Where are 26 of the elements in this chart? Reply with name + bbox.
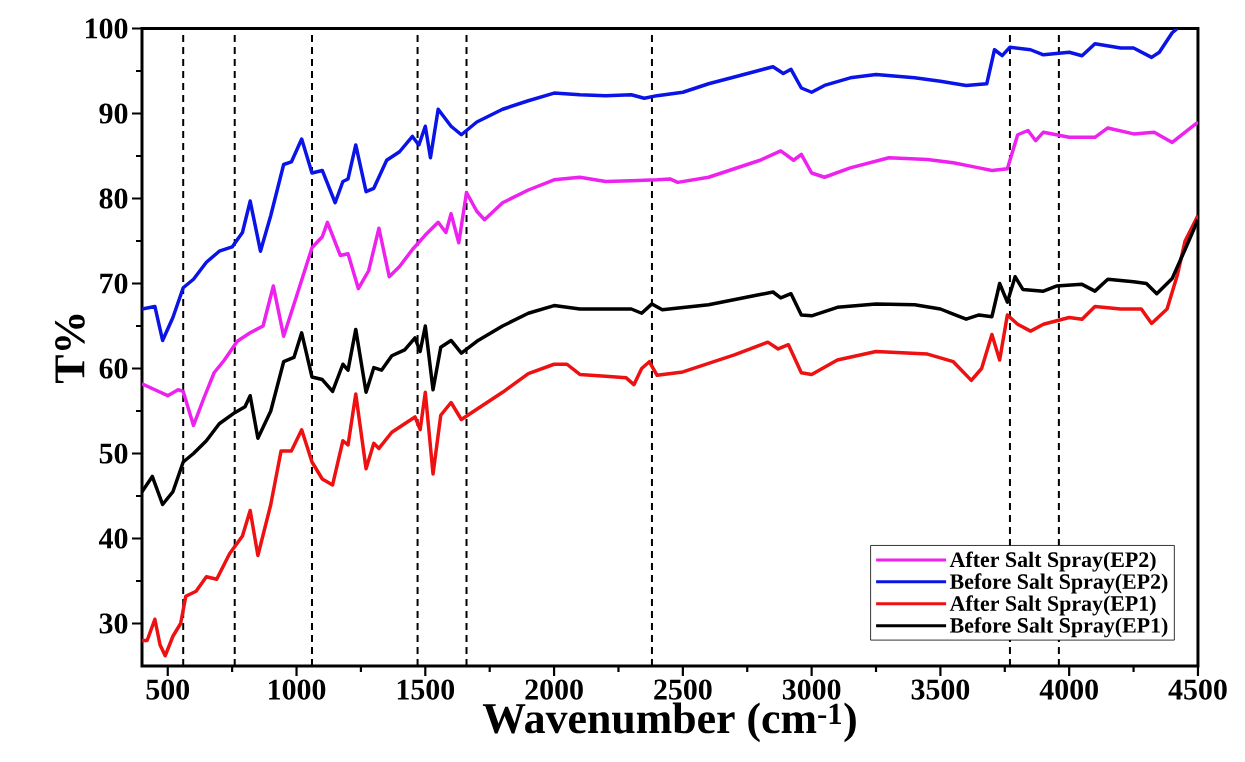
- x-tick-label: 500: [146, 679, 190, 700]
- y-tick-label: 100: [86, 18, 128, 39]
- legend-label: Before Salt Spray(EP1): [949, 617, 1168, 638]
- x-tick-label: 3000: [782, 679, 841, 700]
- legend-label: After Salt Spray(EP2): [949, 551, 1156, 572]
- legend-label: Before Salt Spray(EP2): [949, 573, 1168, 594]
- x-tick-label: 3500: [911, 679, 970, 700]
- line-series: [142, 120, 1198, 428]
- x-tick-label: 4000: [1039, 679, 1098, 700]
- y-tick-label: 40: [99, 528, 128, 549]
- y-tick-label: 90: [99, 103, 128, 124]
- y-tick-label: 80: [99, 188, 128, 209]
- y-tick-label: 60: [99, 358, 128, 379]
- y-tick-label: 70: [100, 273, 128, 294]
- y-tick-label: 30: [99, 613, 128, 634]
- x-axis-title: Wavenumber (cm$^{-1}$): [482, 702, 856, 743]
- x-tick-label: 2500: [654, 679, 712, 700]
- line-series: [142, 213, 1198, 658]
- x-tick-label: 1000: [269, 679, 326, 700]
- y-axis-title: T%: [55, 314, 85, 384]
- x-tick-label: 4500: [1168, 679, 1227, 700]
- legend-label: After Salt Spray(EP1): [949, 595, 1156, 616]
- line-series: [142, 28, 1180, 343]
- x-tick-label: 2000: [525, 679, 583, 700]
- x-tick-label: 1500: [397, 679, 455, 700]
- y-tick-label: 50: [99, 443, 128, 464]
